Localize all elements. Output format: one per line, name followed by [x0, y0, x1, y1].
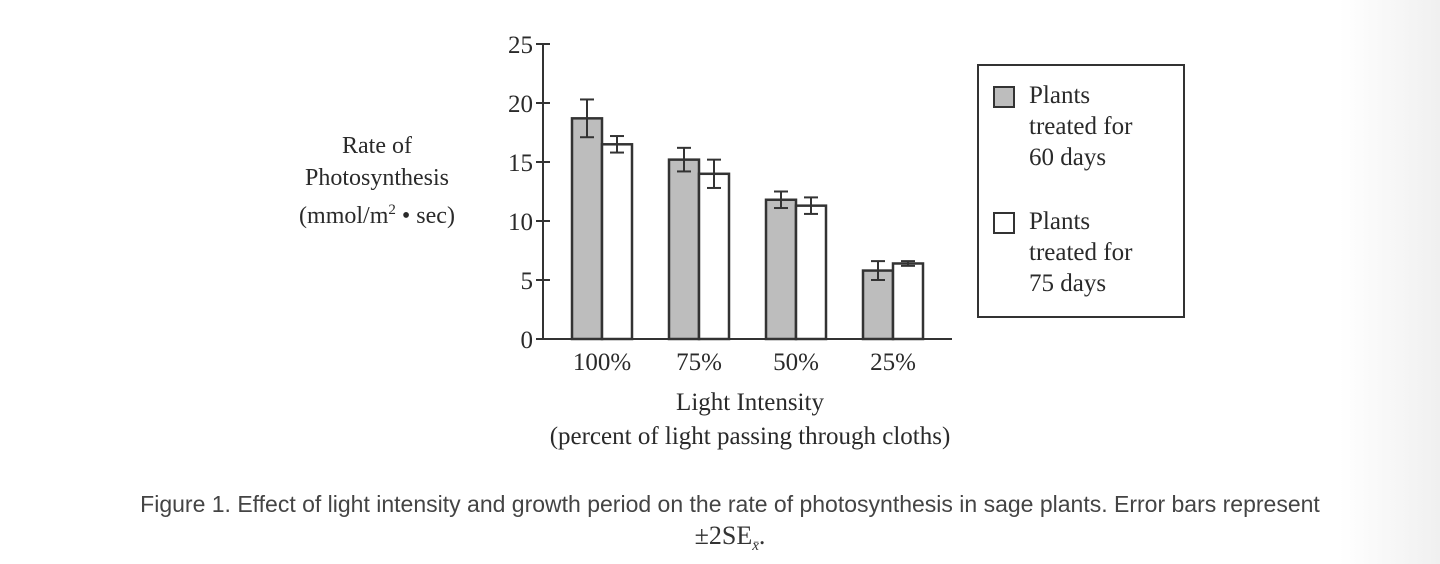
bar [570, 117, 604, 341]
y-axis-label-line3: (mmol/m2 • sec) [299, 202, 455, 229]
legend-item-60-days: Plants treated for 60 days [993, 80, 1189, 173]
figure-caption: Figure 1. Effect of light intensity and … [20, 488, 1440, 562]
x-tick-label: 25% [870, 349, 916, 376]
x-axis-label: Light Intensity (percent of light passin… [470, 386, 1030, 454]
x-tick-label: 50% [773, 349, 819, 376]
plot-area: 0 5 10 15 20 25 100% 75% 50% 25% [508, 32, 952, 376]
legend-swatch-gray [993, 86, 1015, 108]
x-axis-subtitle: (percent of light passing through cloths… [549, 423, 951, 450]
x-axis-title: Light Intensity [676, 389, 824, 416]
y-tick-label: 25 [508, 32, 533, 59]
y-tick-label: 20 [508, 91, 533, 118]
y-tick-label: 15 [508, 150, 533, 177]
bar [600, 143, 634, 341]
y-axis-label-line1: Rate of [342, 133, 412, 159]
bar [794, 204, 828, 341]
legend-swatch-white [993, 212, 1015, 234]
bar [667, 158, 701, 341]
legend-item-75-days: Plants treated for 75 days [993, 206, 1189, 299]
bar [861, 269, 895, 341]
y-tick-label: 0 [521, 327, 534, 354]
caption-text: Figure 1. Effect of light intensity and … [140, 491, 1320, 517]
bar [697, 172, 731, 341]
y-tick-label: 10 [508, 209, 533, 236]
bar [764, 198, 798, 341]
legend: Plants treated for 60 days Plants treate… [977, 64, 1185, 318]
x-tick-label: 75% [676, 349, 722, 376]
bar [891, 262, 925, 341]
caption-equation: ±2SEx̄. [694, 521, 766, 555]
y-axis-label-line2: Photosynthesis [304, 165, 450, 191]
y-axis-label: Rate of Photosynthesis (mmol/m2 • sec) [262, 130, 492, 232]
x-tick-label: 100% [573, 349, 631, 376]
y-tick-label: 5 [521, 268, 534, 295]
